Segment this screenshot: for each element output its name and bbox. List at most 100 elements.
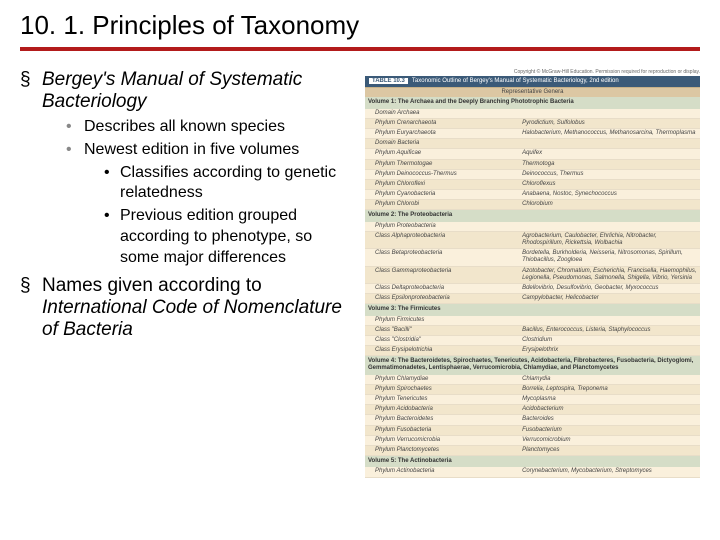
bullet-describes: Describes all known species [66,117,355,138]
table-row: Phylum ThermotogaeThermotoga [365,160,700,170]
cell-left: Phylum Tenericutes [365,395,519,404]
cell-left: Class "Bacilli" [365,326,519,335]
table-row: Class DeltaproteobacteriaBdellovibrio, D… [365,284,700,294]
cell-left: Phylum Chlorobi [365,200,519,209]
cell-right: Clostridium [519,336,700,345]
cell-right: Planctomyces [519,446,700,455]
cell-right: Halobacterium, Methanococcus, Methanosar… [519,129,700,138]
cell-left: Phylum Fusobacteria [365,426,519,435]
cell-left: Phylum Verrucomicrobia [365,436,519,445]
cell-left: Phylum Actinobacteria [365,467,519,476]
bullet-newest: Newest edition in five volumes Classifie… [66,140,355,269]
cell-left: Class Alphaproteobacteria [365,232,519,248]
volume-header: Volume 3: The Firmicutes [365,304,700,315]
cell-right: Fusobacterium [519,426,700,435]
taxonomy-table: Copyright © McGraw-Hill Education. Permi… [365,69,700,478]
cell-right: Thermotoga [519,160,700,169]
table-row: Phylum EuryarchaeotaHalobacterium, Metha… [365,129,700,139]
cell-left: Class Gammaproteobacteria [365,267,519,283]
bullet-names: Names given according to International C… [20,275,355,341]
table-row: Phylum CrenarchaeotaPyrodictium, Sulfolo… [365,119,700,129]
cell-right: Corynebacterium, Mycobacterium, Streptom… [519,467,700,476]
table-row: Phylum ChlorobiChlorobium [365,200,700,210]
cell-left: Domain Bacteria [365,139,519,148]
table-row: Class EpsilonproteobacteriaCampylobacter… [365,294,700,304]
cell-right: Agrobacterium, Caulobacter, Ehrlichia, N… [519,232,700,248]
cell-right: Pyrodictium, Sulfolobus [519,119,700,128]
cell-left: Domain Archaea [365,109,519,118]
cell-left: Phylum Spirochaetes [365,385,519,394]
cell-right: Acidobacterium [519,405,700,414]
cell-right [519,139,700,148]
names-prefix: Names given according to [42,275,262,296]
cell-right: Bacillus, Enterococcus, Listeria, Staphy… [519,326,700,335]
cell-left: Phylum Bacteroidetes [365,415,519,424]
cell-left: Phylum Planctomycetes [365,446,519,455]
cell-right: Azotobacter, Chromatium, Escherichia, Fr… [519,267,700,283]
cell-right: Bacteroides [519,415,700,424]
bullet-previous: Previous edition grouped according to ph… [104,206,355,268]
volume-header: Volume 4: The Bacteroidetes, Spirochaete… [365,356,700,374]
table-row: Domain Archaea [365,109,700,119]
cell-left: Phylum Euryarchaeota [365,129,519,138]
table-row: Phylum ActinobacteriaCorynebacterium, My… [365,467,700,477]
cell-right: Verrucomicrobium [519,436,700,445]
table-row: Class "Clostridia"Clostridium [365,336,700,346]
volume-header: Volume 2: The Proteobacteria [365,210,700,221]
cell-right: Mycoplasma [519,395,700,404]
table-row: Class BetaproteobacteriaBordetella, Burk… [365,249,700,266]
cell-right: Chlorobium [519,200,700,209]
cell-left: Class Betaproteobacteria [365,249,519,265]
bergey-manual-text: Bergey's Manual of Systematic Bacteriolo… [42,69,302,112]
cell-right: Chlamydia [519,375,700,384]
table-row: Phylum ChlamydiaeChlamydia [365,375,700,385]
cell-left: Phylum Deinococcus-Thermus [365,170,519,179]
cell-left: Phylum Thermotogae [365,160,519,169]
cell-left: Class Epsilonproteobacteria [365,294,519,303]
table-header-title: Taxonomic Outline of Bergey's Manual of … [412,78,619,84]
table-header: TABLE 10.3 Taxonomic Outline of Bergey's … [365,76,700,87]
table-row: Class GammaproteobacteriaAzotobacter, Ch… [365,267,700,284]
cell-left: Phylum Crenarchaeota [365,119,519,128]
cell-left: Class "Clostridia" [365,336,519,345]
table-row: Phylum SpirochaetesBorrelia, Leptospira,… [365,385,700,395]
slide: 10. 1. Principles of Taxonomy Bergey's M… [0,0,720,540]
table-row: Phylum Firmicutes [365,316,700,326]
cell-left: Phylum Chloroflexi [365,180,519,189]
table-row: Class AlphaproteobacteriaAgrobacterium, … [365,232,700,249]
table-row: Phylum AquificaeAquifex [365,149,700,159]
cell-right [519,316,700,325]
cell-right: Aquifex [519,149,700,158]
cell-left: Class Erysipelotrichia [365,346,519,355]
cell-left: Phylum Acidobacteria [365,405,519,414]
table-row: Phylum VerrucomicrobiaVerrucomicrobium [365,436,700,446]
table-row: Class ErysipelotrichiaErysipelothrix [365,346,700,356]
cell-right [519,222,700,231]
cell-left: Phylum Proteobacteria [365,222,519,231]
newest-text: Newest edition in five volumes [84,141,299,158]
bullet-classifies: Classifies according to genetic relatedn… [104,163,355,205]
table-row: Phylum Deinococcus-ThermusDeinococcus, T… [365,170,700,180]
volume-header: Volume 5: The Actinobacteria [365,456,700,467]
table-row: Phylum TenericutesMycoplasma [365,395,700,405]
slide-title: 10. 1. Principles of Taxonomy [20,10,700,41]
cell-right: Borrelia, Leptospira, Treponema [519,385,700,394]
cell-left: Phylum Cyanobacteria [365,190,519,199]
cell-right: Erysipelothrix [519,346,700,355]
title-underline [20,47,700,51]
content-row: Bergey's Manual of Systematic Bacteriolo… [20,69,700,478]
cell-right: Chloroflexus [519,180,700,189]
cell-left: Phylum Chlamydiae [365,375,519,384]
table-row: Class "Bacilli"Bacillus, Enterococcus, L… [365,326,700,336]
table-row: Phylum AcidobacteriaAcidobacterium [365,405,700,415]
table-row: Phylum FusobacteriaFusobacterium [365,426,700,436]
table-row: Phylum PlanctomycetesPlanctomyces [365,446,700,456]
table-column: Copyright © McGraw-Hill Education. Permi… [365,69,700,478]
table-row: Phylum ChloroflexiChloroflexus [365,180,700,190]
table-copyright: Copyright © McGraw-Hill Education. Permi… [365,69,700,75]
cell-left: Phylum Aquificae [365,149,519,158]
bullet-bergey: Bergey's Manual of Systematic Bacteriolo… [20,69,355,269]
table-row: Phylum BacteroidetesBacteroides [365,415,700,425]
cell-right: Anabaena, Nostoc, Synechococcus [519,190,700,199]
table-label: TABLE 10.3 [369,78,408,84]
